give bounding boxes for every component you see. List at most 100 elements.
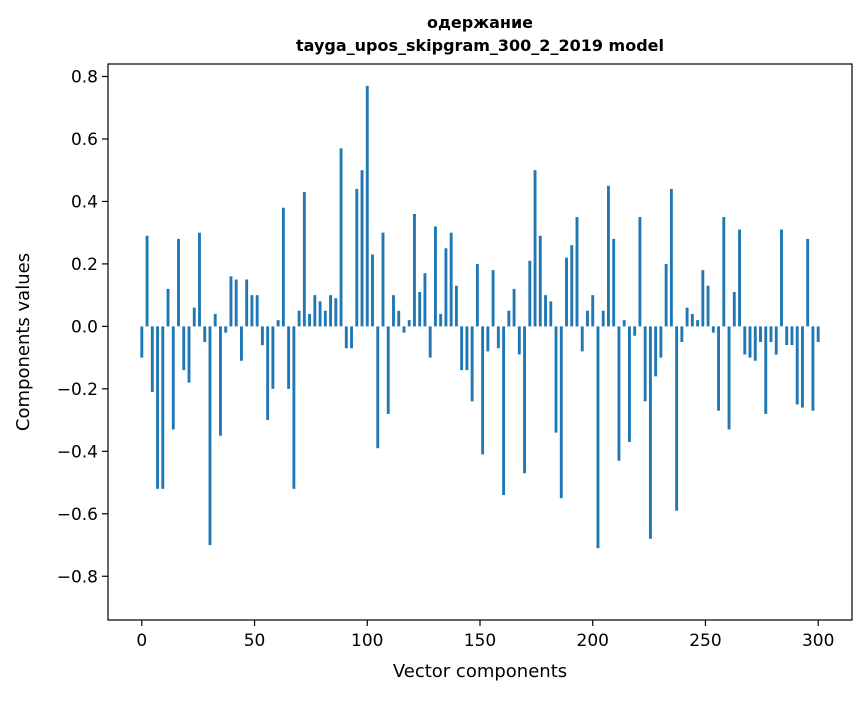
bar (234, 279, 238, 327)
bar (465, 326, 469, 371)
bar (287, 326, 291, 389)
bar (423, 273, 427, 327)
bar (150, 326, 154, 392)
chart-title: одержание (427, 13, 533, 32)
bar (559, 326, 563, 499)
bar (171, 326, 175, 430)
bar (795, 326, 799, 405)
bar (790, 326, 794, 346)
bar (386, 326, 390, 414)
bar (633, 326, 637, 336)
y-tick-label: −0.4 (57, 442, 98, 462)
bar (266, 326, 270, 421)
bar (785, 326, 789, 346)
bar (145, 235, 149, 327)
bar (622, 320, 626, 327)
bar (528, 260, 532, 327)
bar (685, 307, 689, 327)
bar (601, 310, 605, 327)
x-axis-label: Vector components (393, 661, 567, 682)
bar (187, 326, 191, 383)
bar (198, 232, 201, 327)
x-tick-label: 0 (136, 631, 147, 651)
bar (365, 85, 369, 327)
x-axis-ticks: 0 50 100 150 200 250 300 (136, 620, 834, 651)
bar (580, 326, 584, 352)
bar (570, 245, 574, 327)
bar (140, 326, 144, 358)
chart-subtitle: tayga_upos_skipgram_300_2_2019 model (296, 36, 664, 55)
bar (402, 326, 406, 333)
bar (208, 326, 212, 546)
x-tick-label: 50 (244, 631, 266, 651)
bar (811, 326, 815, 411)
bar (586, 310, 589, 327)
bar (748, 326, 752, 358)
bar (711, 326, 715, 333)
bar (376, 326, 380, 449)
bar (397, 310, 401, 327)
bar (297, 310, 301, 327)
bar (565, 257, 568, 327)
bar (533, 170, 537, 327)
bar (444, 248, 448, 327)
bar (449, 232, 453, 327)
y-tick-label: 0.4 (71, 192, 98, 212)
bar (271, 326, 275, 389)
bar (433, 226, 437, 327)
bar (549, 301, 553, 327)
bar (308, 313, 312, 327)
bar (292, 326, 296, 489)
bar (732, 292, 736, 327)
bar (334, 298, 338, 327)
bar (255, 295, 259, 327)
bar (491, 270, 495, 327)
x-tick-label: 250 (689, 631, 721, 651)
bar (764, 326, 768, 414)
bars-group (140, 85, 820, 549)
bar (738, 229, 741, 327)
bar (475, 263, 479, 327)
x-tick-label: 150 (464, 631, 496, 651)
bar (470, 326, 474, 402)
bar (523, 326, 526, 474)
bar (617, 326, 621, 461)
bar (675, 326, 679, 511)
bar (753, 326, 757, 361)
bar (360, 170, 364, 327)
bar (769, 326, 773, 342)
y-axis-ticks: −0.8 −0.6 −0.4 −0.2 0.0 0.2 0.4 0.6 0.8 (57, 67, 108, 587)
bar (680, 326, 684, 342)
bar (224, 326, 228, 333)
bar (329, 295, 333, 327)
bar (801, 326, 804, 408)
y-tick-label: 0.6 (71, 130, 98, 150)
plot-frame (107, 63, 853, 621)
bar (229, 276, 233, 327)
bar (544, 295, 547, 327)
bar (717, 326, 720, 411)
y-tick-label: −0.6 (57, 505, 98, 525)
bar (413, 213, 416, 327)
bar (538, 235, 542, 327)
bar (339, 148, 343, 327)
bar (407, 320, 411, 327)
bar (496, 326, 500, 349)
y-axis-label: Components values (13, 253, 34, 431)
y-tick-label: −0.8 (57, 567, 98, 587)
bar (161, 326, 165, 489)
bar (428, 326, 432, 358)
bar (177, 238, 180, 327)
y-tick-label: 0.0 (71, 317, 98, 337)
bar (481, 326, 485, 455)
bar (245, 279, 249, 327)
bar (722, 217, 726, 327)
x-tick-label: 300 (802, 631, 834, 651)
bar (743, 326, 747, 355)
bar (344, 326, 348, 349)
bar (596, 326, 600, 549)
bar (648, 326, 652, 539)
bar (759, 326, 762, 342)
bar (371, 254, 374, 327)
bar (313, 295, 317, 327)
